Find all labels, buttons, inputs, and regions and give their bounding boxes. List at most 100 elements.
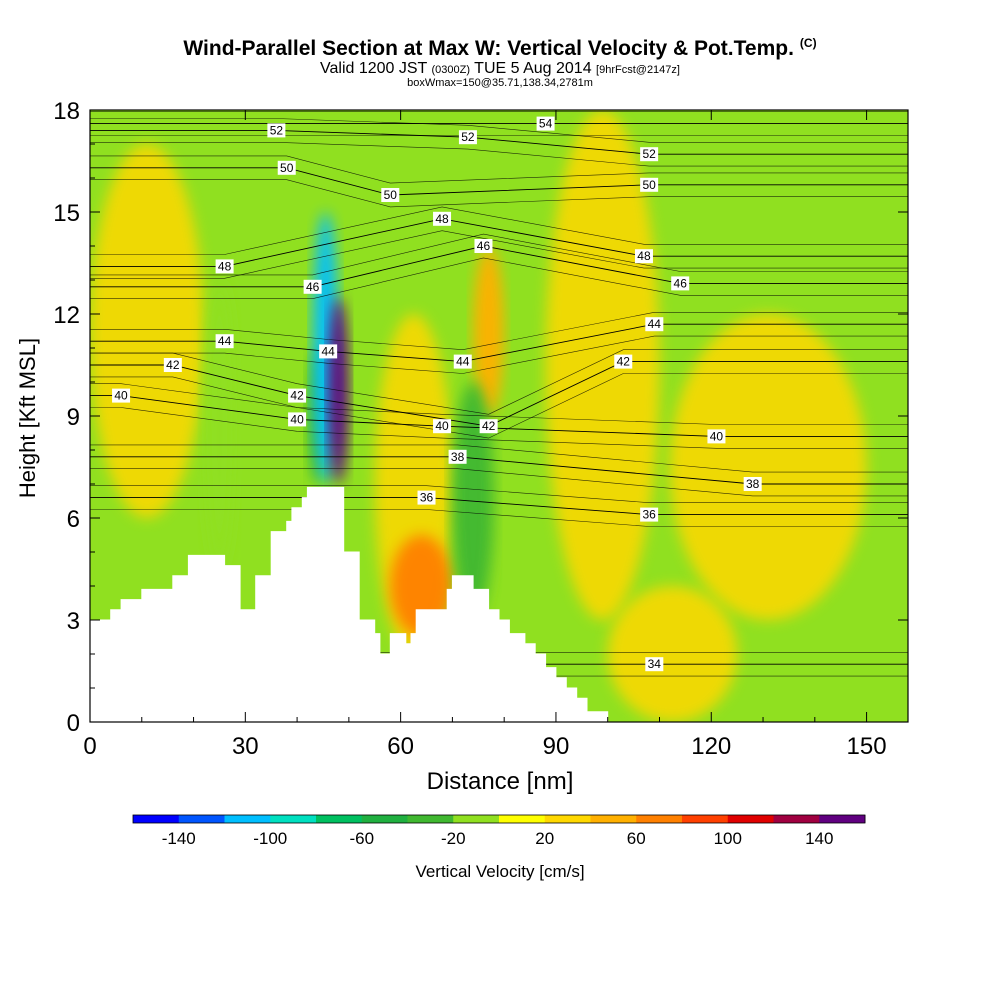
colorbar-bin-1	[178, 815, 225, 823]
theta-contour-38	[90, 456, 908, 485]
theta-contour-40-minor-0	[90, 383, 908, 425]
theta-label-25: 50	[640, 177, 659, 192]
colorbar: -140 -100 -60 -20 20 60 100 140	[132, 814, 866, 848]
velocity-field	[90, 110, 867, 722]
theta-label-text-21: 48	[435, 212, 449, 226]
colorbar-bin-15	[819, 815, 866, 823]
theta-label-6: 40	[288, 412, 307, 427]
theta-label-text-11: 42	[482, 419, 496, 433]
theta-label-text-25: 50	[642, 178, 656, 192]
colorbar-tick-label-3: -20	[441, 829, 466, 848]
theta-label-17: 46	[303, 279, 322, 294]
x-axis-label: Distance [nm]	[426, 768, 574, 795]
theta-label-8: 40	[707, 429, 726, 444]
theta-label-text-6: 40	[290, 412, 304, 426]
theta-contour-50-minor-1	[90, 179, 908, 208]
theta-contour-42	[90, 361, 908, 427]
valid-date: TUE 5 Aug 2014	[474, 60, 592, 77]
y-tick-label-0: 0	[67, 710, 80, 737]
theta-contour-46-minor-0	[90, 233, 908, 276]
theta-label-text-26: 52	[270, 123, 284, 137]
x-tick-label-0: 0	[83, 733, 96, 760]
theta-label-text-2: 36	[642, 508, 656, 522]
theta-label-text-29: 54	[539, 117, 553, 131]
updraft-band-2	[545, 110, 660, 620]
colorbar-bin-7	[453, 815, 500, 823]
theta-label-text-22: 48	[637, 249, 651, 263]
theta-label-text-12: 42	[617, 355, 631, 369]
theta-contour-44-minor-1	[90, 335, 908, 374]
forecast-info: [9hrFcst@2147z]	[596, 64, 680, 76]
valid-time: Valid 1200 JST	[320, 60, 428, 77]
theta-label-28: 52	[640, 147, 659, 162]
y-tick-label-4: 12	[53, 302, 80, 329]
theta-label-24: 50	[381, 188, 400, 202]
theta-label-text-23: 50	[280, 161, 294, 175]
theta-contour-52-minor-0	[90, 118, 908, 143]
theta-label-14: 44	[319, 344, 338, 359]
theta-label-text-14: 44	[321, 344, 335, 358]
colorbar-bin-6	[407, 815, 454, 823]
theta-contour-44-minor-0	[90, 312, 908, 351]
theta-label-0: 34	[645, 657, 664, 672]
colorbar-bin-11	[636, 815, 683, 823]
theta-contour-36	[90, 497, 908, 516]
theta-label-text-3: 38	[451, 450, 465, 464]
theta-label-22: 48	[634, 249, 653, 264]
colorbar-bin-13	[727, 815, 774, 823]
theta-label-text-8: 40	[710, 429, 724, 443]
theta-label-text-7: 40	[435, 419, 449, 433]
theta-contour-42-minor-1	[90, 373, 908, 439]
theta-label-text-4: 38	[746, 477, 760, 491]
y-tick-label-5: 15	[53, 200, 80, 227]
theta-label-3: 38	[448, 449, 467, 464]
theta-label-2: 36	[640, 508, 659, 522]
colorbar-tick-label-1: -100	[253, 829, 287, 848]
theta-contour-labels: 34 36 36 38 38 40 40 40 40 42 42 42 42 44 44 44 44 46 46 46…	[112, 116, 762, 672]
copyright-tag: (C)	[799, 36, 817, 50]
colorbar-label: Vertical Velocity [cm/s]	[415, 862, 585, 881]
chart-title: Wind-Parallel Section at Max W: Vertical…	[0, 36, 1000, 61]
theta-label-text-15: 44	[456, 355, 470, 369]
colorbar-bin-9	[544, 815, 591, 823]
x-tick-label-4: 120	[691, 733, 731, 760]
y-tick-label-6: 18	[53, 98, 80, 125]
theta-label-text-5: 40	[114, 389, 128, 403]
theta-label-12: 42	[614, 354, 633, 369]
theta-label-13: 44	[215, 334, 234, 349]
theta-label-text-1: 36	[420, 491, 434, 505]
theta-label-4: 38	[743, 477, 762, 491]
theta-label-7: 40	[433, 419, 452, 434]
theta-label-18: 46	[474, 239, 493, 253]
colorbar-tick-label-0: -140	[162, 829, 196, 848]
theta-label-26: 52	[267, 123, 286, 138]
colorbar-bin-4	[316, 815, 363, 823]
colorbar-tick-label-2: -60	[349, 829, 374, 848]
x-tick-label-1: 30	[232, 733, 259, 760]
theta-contour-40-minor-1	[90, 407, 908, 449]
colorbar-bin-12	[682, 815, 729, 823]
theta-label-text-17: 46	[306, 280, 320, 294]
theta-label-10: 42	[288, 388, 307, 403]
theta-label-text-27: 52	[461, 130, 475, 144]
theta-contour-48-minor-1	[90, 230, 908, 279]
velocity-region-1	[203, 280, 235, 569]
theta-contour-36-minor-1	[90, 509, 908, 527]
colorbar-tick-label-6: 100	[714, 829, 742, 848]
theta-label-text-24: 50	[384, 188, 398, 202]
theta-label-23: 50	[277, 160, 296, 175]
colorbar-bin-5	[361, 815, 408, 823]
velocity-region-6	[473, 246, 505, 416]
colorbar-bin-8	[499, 815, 546, 823]
y-axis-label: Height [Kft MSL]	[15, 337, 40, 499]
theta-label-5: 40	[112, 388, 131, 403]
theta-contour-50-minor-0	[90, 155, 908, 184]
theta-label-text-13: 44	[218, 334, 232, 348]
theta-label-text-0: 34	[648, 657, 662, 671]
updraft-band-0	[90, 144, 204, 518]
theta-label-15: 44	[453, 354, 472, 369]
y-tick-label-2: 6	[67, 506, 80, 533]
theta-contour-46-minor-1	[90, 257, 908, 299]
theta-contour-38-minor-1	[90, 468, 908, 497]
